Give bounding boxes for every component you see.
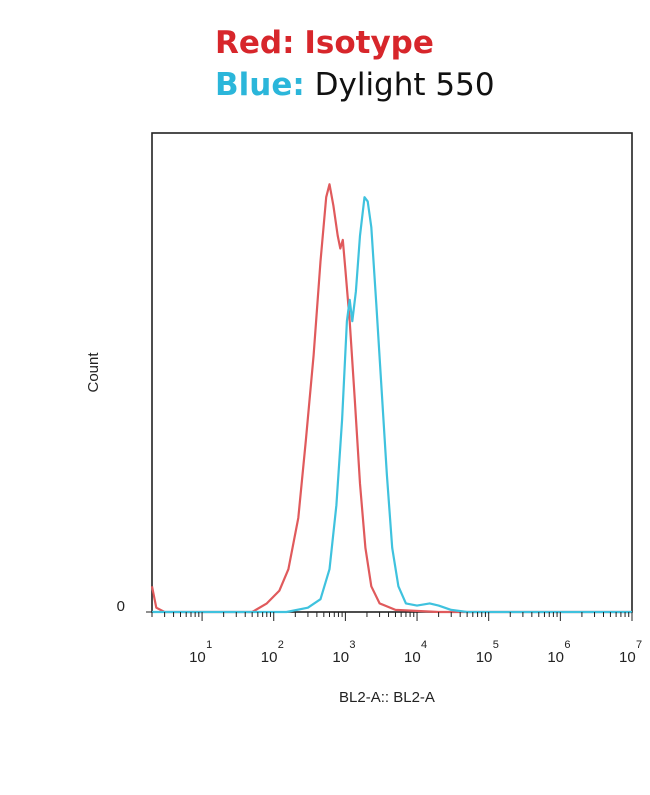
- x-tick-exponent: 4: [421, 639, 427, 651]
- legend-isotype: Red: Isotype: [215, 22, 495, 64]
- series-line-dylight: [152, 196, 632, 614]
- plot-frame: [151, 132, 633, 613]
- x-axis-label: BL2-A:: BL2-A: [339, 689, 435, 706]
- x-tick-exponent: 5: [493, 639, 499, 651]
- x-tick-label: 103: [332, 639, 355, 666]
- x-tick-label: 102: [261, 639, 284, 666]
- x-tick-label: 106: [547, 639, 570, 666]
- x-tick-base: 10: [261, 649, 278, 666]
- x-tick-label: 104: [404, 639, 427, 666]
- legend-dylight-label: Dylight 550: [314, 67, 495, 103]
- series-layer: [150, 183, 632, 614]
- legend-red-label: Red:: [215, 25, 295, 61]
- x-tick-base: 10: [332, 649, 349, 666]
- x-tick-base: 10: [476, 649, 493, 666]
- x-tick-base: 10: [189, 649, 206, 666]
- x-tick-label: 107: [619, 639, 642, 666]
- x-tick-base: 10: [619, 649, 636, 666]
- x-tick-exponent: 2: [278, 639, 284, 651]
- legend-blue-label: Blue:: [215, 67, 305, 103]
- x-tick-exponent: 6: [564, 639, 570, 651]
- series-line-isotype: [150, 183, 632, 614]
- y-axis-label: Count: [85, 352, 102, 393]
- x-tick-base: 10: [404, 649, 421, 666]
- y-tick-label: 0: [117, 598, 125, 615]
- x-tick-label: 105: [476, 639, 499, 666]
- legend-isotype-label: Isotype: [304, 25, 434, 61]
- plot-border: [151, 132, 633, 613]
- legend: Red: Isotype Blue: Dylight 550: [215, 22, 495, 106]
- x-tick-label: 101: [189, 639, 212, 666]
- legend-dylight: Blue: Dylight 550: [215, 64, 495, 106]
- x-tick-exponent: 7: [636, 639, 642, 651]
- x-tick-base: 10: [547, 649, 564, 666]
- x-tick-exponent: 1: [206, 639, 212, 651]
- x-tick-exponent: 3: [349, 639, 355, 651]
